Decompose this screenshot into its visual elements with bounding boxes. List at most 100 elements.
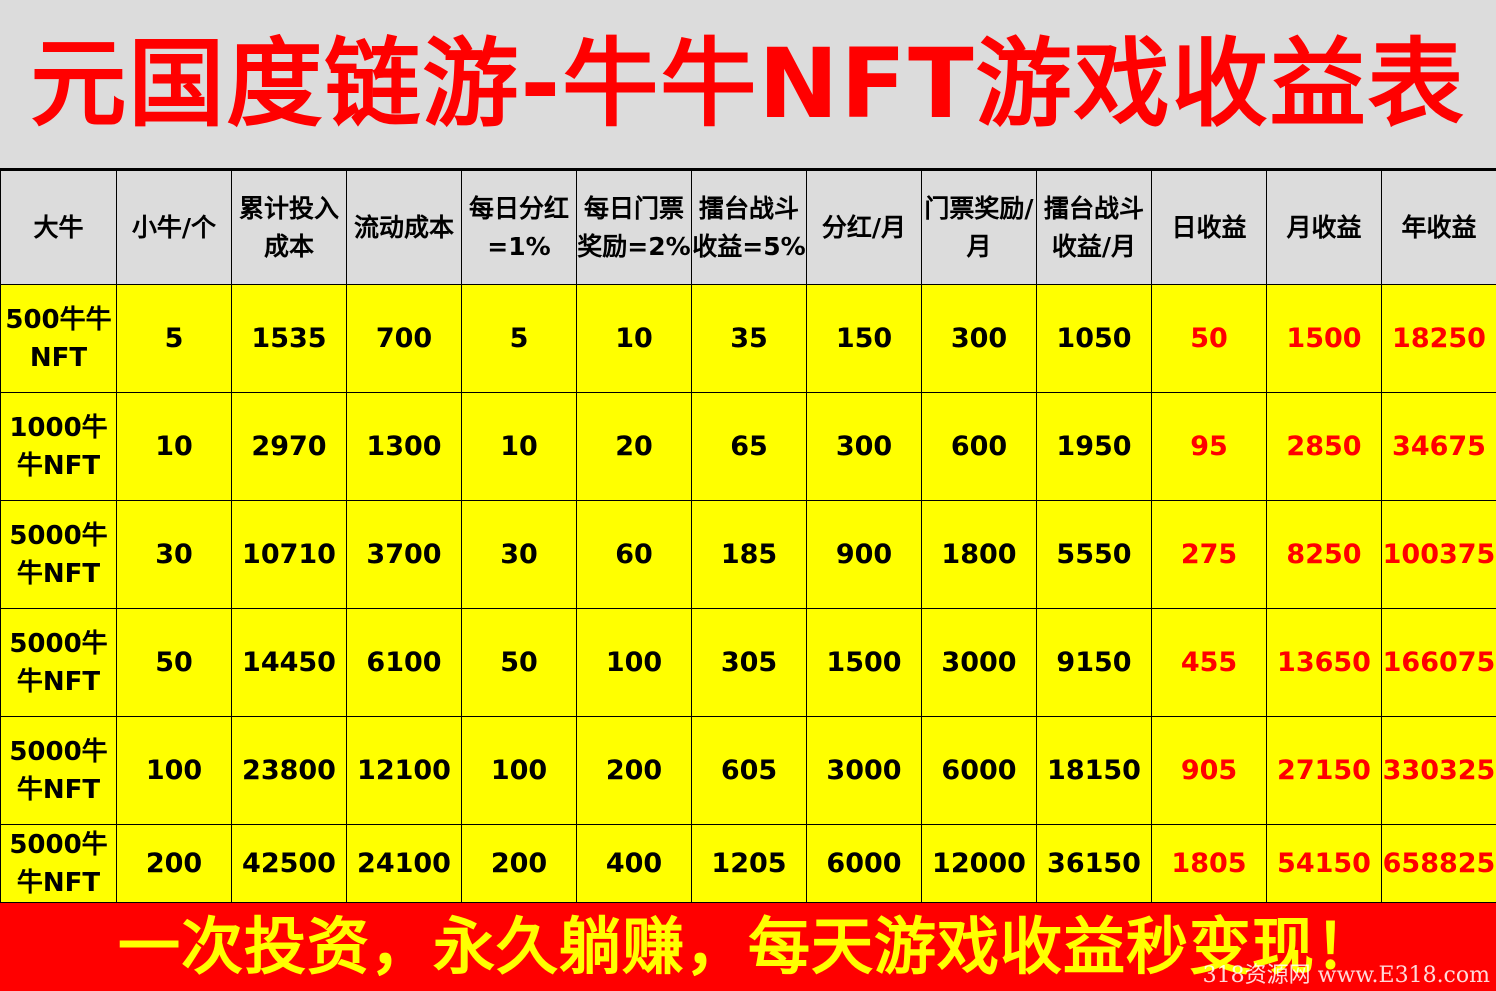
table-cell: 18250 (1381, 284, 1496, 393)
table-cell: 50 (461, 608, 577, 717)
table-cell: 10 (461, 392, 577, 501)
table-cell: 150 (806, 284, 922, 393)
table-cell: 65 (691, 392, 807, 501)
table-cell: 5 (461, 284, 577, 393)
header-monthly-earnings: 月收益 (1266, 170, 1382, 285)
table-cell: 305 (691, 608, 807, 717)
table-cell: 24100 (346, 824, 462, 903)
table-cell: 1805 (1151, 824, 1267, 903)
table-cell: 658825 (1381, 824, 1496, 903)
table-cell: 200 (116, 824, 232, 903)
table-cell: 34675 (1381, 392, 1496, 501)
table-cell: 100 (576, 608, 692, 717)
table-cell: 3000 (806, 716, 922, 825)
table-cell: 275 (1151, 500, 1267, 609)
table-cell: 1000牛牛NFT (0, 392, 117, 501)
table-cell: 905 (1151, 716, 1267, 825)
table-cell: 300 (921, 284, 1037, 393)
table-cell: 5 (116, 284, 232, 393)
table-cell: 35 (691, 284, 807, 393)
table-cell: 900 (806, 500, 922, 609)
header-daily-earnings: 日收益 (1151, 170, 1267, 285)
table-cell: 54150 (1266, 824, 1382, 903)
table-cell: 14450 (231, 608, 347, 717)
header-row: 大牛 小牛/个 累计投入成本 流动成本 每日分红=1% 每日门票奖励=2% 擂台… (0, 170, 1496, 285)
table-cell: 23800 (231, 716, 347, 825)
table-cell: 50 (1151, 284, 1267, 393)
header-daily-ticket-reward: 每日门票奖励=2% (576, 170, 692, 285)
table-cell: 95 (1151, 392, 1267, 501)
table-cell: 300 (806, 392, 922, 501)
table-cell: 6000 (921, 716, 1037, 825)
header-big-bull: 大牛 (0, 170, 117, 285)
table-cell: 455 (1151, 608, 1267, 717)
header-yearly-earnings: 年收益 (1381, 170, 1496, 285)
table-row: 5000牛牛NFT 200 42500 24100 200 400 1205 6000 1200… (0, 824, 1496, 903)
table-cell: 200 (576, 716, 692, 825)
table-cell: 9150 (1036, 608, 1152, 717)
table-cell: 185 (691, 500, 807, 609)
table-cell: 2970 (231, 392, 347, 501)
table-cell: 100375 (1381, 500, 1496, 609)
footer-banner: 一次投资，永久躺赚，每天游戏收益秒变现！ (0, 903, 1496, 991)
table-cell: 6100 (346, 608, 462, 717)
table-cell: 1950 (1036, 392, 1152, 501)
table-cell: 6000 (806, 824, 922, 903)
earnings-table: 大牛 小牛/个 累计投入成本 流动成本 每日分红=1% 每日门票奖励=2% 擂台… (0, 170, 1496, 903)
table-cell: 60 (576, 500, 692, 609)
table-cell: 42500 (231, 824, 347, 903)
header-dividend-month: 分红/月 (806, 170, 922, 285)
table-row: 1000牛牛NFT 10 2970 1300 10 20 65 300 600 1950 95 285… (0, 392, 1496, 501)
table-cell: 5000牛牛NFT (0, 608, 117, 717)
table-cell: 166075 (1381, 608, 1496, 717)
table-cell: 200 (461, 824, 577, 903)
table-cell: 100 (461, 716, 577, 825)
table-cell: 500牛牛NFT (0, 284, 117, 393)
table-cell: 5000牛牛NFT (0, 500, 117, 609)
table-cell: 36150 (1036, 824, 1152, 903)
table-cell: 10 (116, 392, 232, 501)
watermark: 318资源网 www.E318.com (1202, 963, 1490, 988)
table-cell: 1500 (806, 608, 922, 717)
table-row: 5000牛牛NFT 50 14450 6100 50 100 305 1500 3000 9150… (0, 608, 1496, 717)
table-cell: 30 (461, 500, 577, 609)
table-cell: 8250 (1266, 500, 1382, 609)
footer-slogan: 一次投资，永久躺赚，每天游戏收益秒变现！ (117, 910, 1378, 983)
table-cell: 20 (576, 392, 692, 501)
header-liquid-cost: 流动成本 (346, 170, 462, 285)
table-cell: 1535 (231, 284, 347, 393)
table-cell: 605 (691, 716, 807, 825)
table-cell: 5000牛牛NFT (0, 716, 117, 825)
table-cell: 30 (116, 500, 232, 609)
table-cell: 1050 (1036, 284, 1152, 393)
table-cell: 13650 (1266, 608, 1382, 717)
table-cell: 100 (116, 716, 232, 825)
page-title: 元国度链游-牛牛NFT游戏收益表 (30, 28, 1466, 140)
header-small-bull-count: 小牛/个 (116, 170, 232, 285)
table-cell: 400 (576, 824, 692, 903)
table-cell: 600 (921, 392, 1037, 501)
table-cell: 1205 (691, 824, 807, 903)
table-cell: 1800 (921, 500, 1037, 609)
table-cell: 18150 (1036, 716, 1152, 825)
table-cell: 1300 (346, 392, 462, 501)
header-arena-income: 擂台战斗收益=5% (691, 170, 807, 285)
table-cell: 5000牛牛NFT (0, 824, 117, 903)
table-cell: 3700 (346, 500, 462, 609)
table-row: 500牛牛NFT 5 1535 700 5 10 35 150 300 1050 50 1500 182… (0, 284, 1496, 393)
table-cell: 1500 (1266, 284, 1382, 393)
table-cell: 700 (346, 284, 462, 393)
header-arena-income-month: 擂台战斗收益/月 (1036, 170, 1152, 285)
header-ticket-reward-month: 门票奖励/月 (921, 170, 1037, 285)
table-row: 5000牛牛NFT 100 23800 12100 100 200 605 3000 6000 1… (0, 716, 1496, 825)
table-cell: 12000 (921, 824, 1037, 903)
table-cell: 50 (116, 608, 232, 717)
table-cell: 10 (576, 284, 692, 393)
table-cell: 27150 (1266, 716, 1382, 825)
table-cell: 330325 (1381, 716, 1496, 825)
table-cell: 5550 (1036, 500, 1152, 609)
table-cell: 10710 (231, 500, 347, 609)
table-cell: 3000 (921, 608, 1037, 717)
table-cell: 12100 (346, 716, 462, 825)
table-row: 5000牛牛NFT 30 10710 3700 30 60 185 900 1800 5550 27… (0, 500, 1496, 609)
